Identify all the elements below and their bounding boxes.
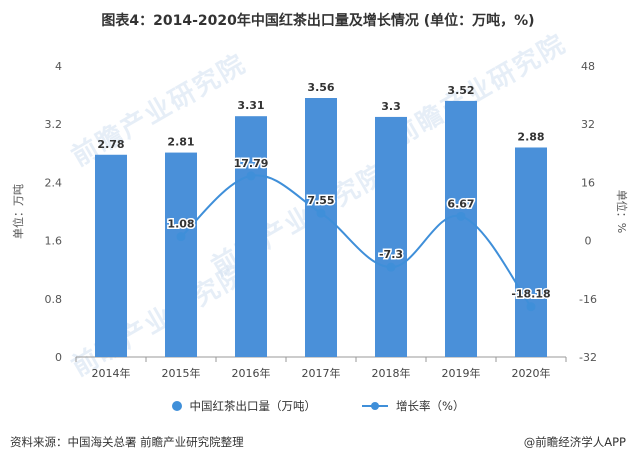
combo-chart: 0 0.8 1.6 2.4 3.2 4 -32 -16 0 16 32 48 单位：万吨 单位：% 2.78…	[11, 60, 629, 380]
x-axis-tick-label: 2017年	[302, 366, 341, 380]
y-axis-tick-label: 1.6	[45, 235, 63, 248]
x-axis-tick-label: 2020年	[512, 366, 551, 380]
growth-point	[176, 232, 186, 242]
bar	[95, 154, 127, 357]
source-note: 资料来源：中国海关总署 前瞻产业研究院整理	[10, 435, 244, 449]
x-axis-tick-label: 2015年	[162, 366, 201, 380]
y2-axis-tick-label: -16	[579, 293, 597, 306]
bar-value-label: 2.78	[97, 138, 124, 151]
bar	[445, 100, 477, 358]
y2-axis-tick-label: 16	[581, 176, 595, 189]
bar-value-label: 3.56	[307, 81, 334, 94]
brand-credit: @前瞻经济学人APP	[523, 435, 626, 449]
growth-point	[456, 211, 466, 221]
x-axis-tick-label: 2019年	[442, 366, 481, 380]
growth-point	[386, 262, 396, 272]
y2-axis-tick-label: -32	[579, 351, 597, 364]
bar-value-label: 2.81	[167, 136, 194, 149]
bar	[305, 98, 337, 357]
growth-value-label: 7.55	[307, 194, 334, 207]
legend-bar-marker	[171, 401, 182, 411]
bar	[165, 152, 197, 357]
bar-value-label: 3.31	[237, 99, 264, 112]
legend-item-line[interactable]: 增长率（%）	[362, 398, 464, 414]
bar	[235, 116, 267, 357]
x-axis-tick-label: 2016年	[232, 366, 271, 380]
y-axis-tick-label: 4	[55, 60, 62, 73]
legend-bar-label: 中国红茶出口量（万吨）	[189, 399, 317, 413]
y-axis-tick-label: 3.2	[45, 118, 63, 131]
x-axis-tick-label: 2014年	[92, 366, 131, 380]
growth-value-label: -18.18	[511, 288, 550, 301]
y2-axis-tick-label: 32	[581, 118, 595, 131]
chart-legend: 中国红茶出口量（万吨） 增长率（%）	[0, 396, 636, 416]
x-axis-tick-label: 2018年	[372, 366, 411, 380]
growth-value-label: -7.3	[379, 248, 403, 261]
growth-point	[246, 171, 256, 181]
legend-line-marker	[362, 402, 389, 410]
bar	[375, 116, 407, 357]
bar-value-label: 2.88	[517, 130, 544, 143]
bar-value-label: 3.52	[447, 84, 474, 97]
y2-axis-title: 单位：%	[615, 190, 629, 233]
bar	[515, 147, 547, 357]
growth-value-label: 17.79	[234, 157, 269, 170]
growth-value-label: 1.08	[167, 218, 194, 231]
y-axis-tick-label: 0	[55, 351, 62, 364]
y2-axis-tick-label: 48	[581, 60, 595, 73]
growth-point	[526, 302, 536, 312]
bar-value-label: 3.3	[381, 100, 401, 113]
y-axis-title: 单位：万吨	[11, 184, 25, 239]
growth-point	[316, 208, 326, 218]
y2-axis-tick-label: 0	[585, 235, 592, 248]
legend-item-bar[interactable]: 中国红茶出口量（万吨）	[171, 398, 317, 414]
growth-line	[180, 174, 532, 308]
chart-title: 图表4：2014-2020年中国红茶出口量及增长情况 (单位：万吨，%)	[101, 13, 535, 29]
y-axis-tick-label: 2.4	[45, 176, 63, 189]
legend-line-label: 增长率（%）	[396, 399, 465, 413]
y-axis-tick-label: 0.8	[45, 293, 63, 306]
growth-value-label: 6.67	[447, 197, 474, 210]
